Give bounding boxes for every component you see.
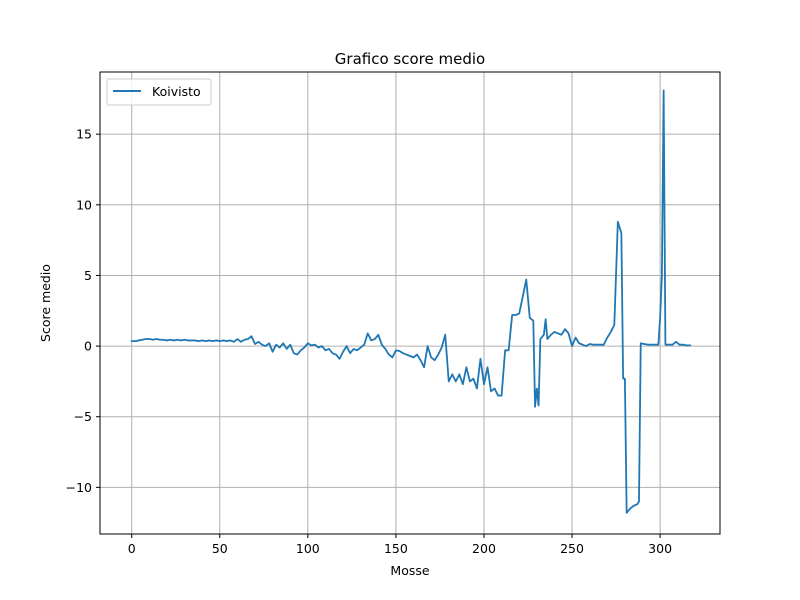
legend-box [106, 78, 212, 106]
x-tick-label: 100 [296, 541, 320, 556]
y-tick-label: −10 [66, 480, 92, 495]
x-tick-label: 50 [212, 541, 228, 556]
x-tick-label: 200 [472, 541, 496, 556]
x-tick-label: 0 [128, 541, 136, 556]
legend-label-koivisto: Koivisto [152, 84, 201, 99]
legend: Koivisto [106, 78, 212, 106]
ticks: 0 50 100 150 200 250 300 −10 −5 0 5 10 15 [66, 127, 672, 556]
y-tick-label: 15 [76, 127, 92, 142]
x-tick-label: 300 [648, 541, 672, 556]
series-line-koivisto [130, 89, 691, 514]
plot-frame [99, 71, 721, 535]
x-tick-label: 250 [560, 541, 584, 556]
y-axis-label: Score medio [38, 264, 53, 342]
y-tick-label: −5 [74, 409, 92, 424]
y-tick-label: 10 [76, 197, 92, 212]
x-tick-label: 150 [384, 541, 408, 556]
series-layer [130, 89, 691, 514]
y-tick-label: 0 [84, 339, 92, 354]
y-tick-label: 5 [84, 268, 92, 283]
chart-title: Grafico score medio [335, 50, 485, 68]
x-axis-label: Mosse [390, 563, 429, 578]
